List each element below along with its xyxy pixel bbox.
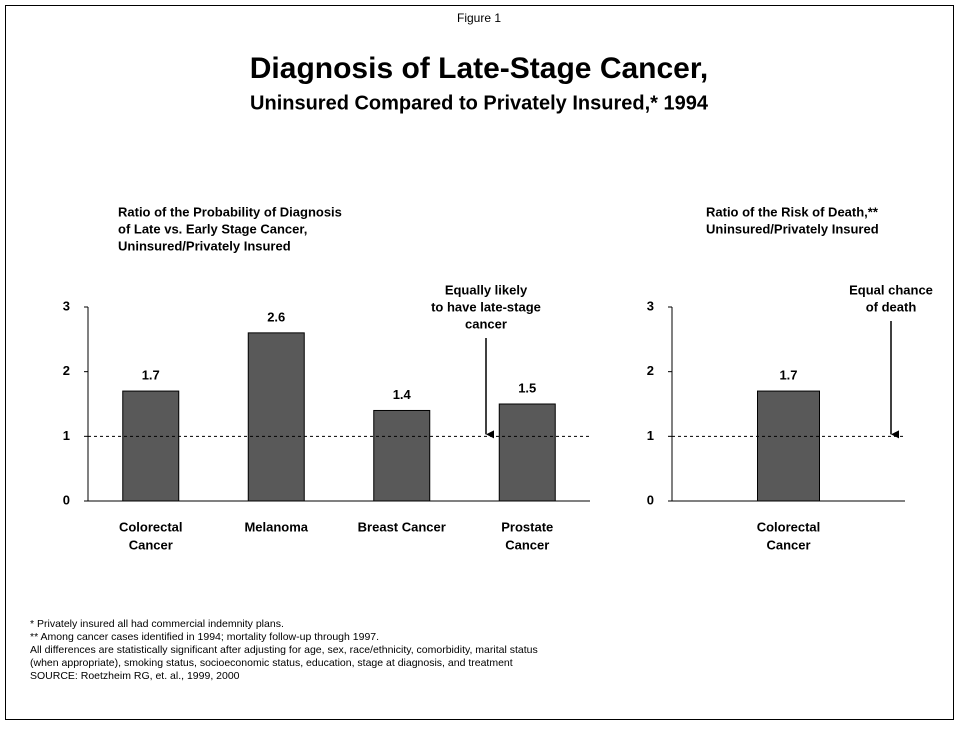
- axis-title: Ratio of the Probability of Diagnosis: [118, 204, 342, 219]
- axis-title: Uninsured/Privately Insured: [706, 221, 879, 236]
- frame: [5, 5, 954, 720]
- y-tick-label: 0: [63, 492, 70, 507]
- axis-title: of Late vs. Early Stage Cancer,: [118, 221, 307, 236]
- bar: [498, 403, 556, 502]
- x-tick-label: Breast Cancer: [358, 519, 446, 534]
- x-tick-label: Melanoma: [244, 519, 308, 534]
- title: Diagnosis of Late-Stage Cancer,: [250, 52, 708, 85]
- value-label: 2.6: [267, 309, 285, 324]
- annotation: Equal chance: [849, 282, 933, 297]
- axis-title: Uninsured/Privately Insured: [118, 238, 291, 253]
- footnote: SOURCE: Roetzheim RG, et. al., 1999, 200…: [30, 670, 240, 682]
- footnote: (when appropriate), smoking status, soci…: [30, 657, 513, 669]
- bar: [757, 390, 820, 502]
- annotation: Equally likely: [445, 282, 528, 297]
- y-tick-label: 0: [647, 492, 654, 507]
- y-tick-label: 2: [63, 363, 70, 378]
- footnote: ** Among cancer cases identified in 1994…: [30, 631, 379, 643]
- value-label: 1.5: [518, 380, 536, 395]
- x-tick-label: Prostate: [501, 519, 553, 534]
- x-tick-label: Colorectal: [119, 519, 183, 534]
- y-tick-label: 1: [63, 428, 70, 443]
- x-tick-label: Cancer: [505, 537, 549, 552]
- annotation: of death: [866, 299, 917, 314]
- value-label: 1.4: [393, 387, 412, 402]
- subtitle: Uninsured Compared to Privately Insured,…: [250, 92, 709, 114]
- y-tick-label: 1: [647, 428, 654, 443]
- y-tick-label: 2: [647, 363, 654, 378]
- x-tick-label: Cancer: [129, 537, 173, 552]
- value-label: 1.7: [142, 368, 160, 383]
- axis-title: Ratio of the Risk of Death,**: [706, 204, 879, 219]
- x-tick-label: Cancer: [766, 537, 810, 552]
- y-tick-label: 3: [63, 298, 70, 313]
- annotation: cancer: [465, 316, 507, 331]
- figure-label: Figure 1: [457, 11, 501, 25]
- value-label: 1.7: [779, 368, 797, 383]
- annotation: to have late-stage: [431, 299, 541, 314]
- y-tick-label: 3: [647, 298, 654, 313]
- bar: [247, 332, 305, 502]
- bar: [373, 409, 431, 502]
- bar: [122, 390, 180, 502]
- x-tick-label: Colorectal: [757, 519, 821, 534]
- footnote: * Privately insured all had commercial i…: [30, 618, 284, 630]
- footnote: All differences are statistically signif…: [30, 644, 538, 656]
